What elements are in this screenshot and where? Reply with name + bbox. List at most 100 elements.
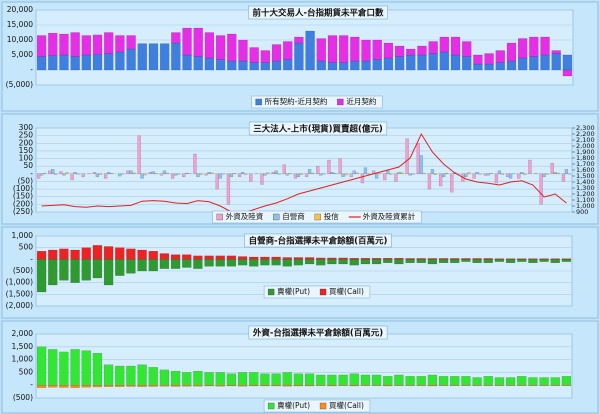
bar <box>461 385 471 386</box>
legend-box <box>263 399 371 413</box>
bar <box>383 42 394 59</box>
bar <box>92 353 103 386</box>
y-tick-label: 150 <box>19 146 34 155</box>
bar <box>441 173 446 178</box>
bar <box>36 35 47 57</box>
bar <box>204 385 214 387</box>
bar <box>461 259 471 262</box>
bar <box>439 36 449 53</box>
bar <box>304 373 315 386</box>
bar <box>494 259 505 262</box>
bar <box>137 364 147 386</box>
bar <box>349 373 359 386</box>
bar <box>98 173 103 175</box>
bar <box>472 258 482 260</box>
bar <box>416 143 420 174</box>
bar <box>517 259 527 262</box>
bar <box>115 259 125 276</box>
bar <box>438 376 449 386</box>
bar <box>70 349 80 386</box>
bar <box>438 258 449 260</box>
bar <box>215 255 225 260</box>
bar <box>450 385 460 386</box>
bar <box>170 173 175 179</box>
bar <box>81 385 91 388</box>
y-tick-label: 2,000 <box>12 329 34 338</box>
bar <box>528 385 538 386</box>
bar <box>484 53 494 65</box>
bar <box>226 385 237 387</box>
bar <box>283 41 293 60</box>
bar <box>137 249 147 260</box>
bar <box>260 256 270 260</box>
bar <box>271 60 282 71</box>
bar <box>115 365 125 386</box>
bar <box>237 385 248 387</box>
bar <box>36 259 47 293</box>
bar <box>182 254 192 260</box>
bar <box>193 259 203 269</box>
bar <box>316 166 320 174</box>
legend-swatch <box>267 402 275 410</box>
bar <box>271 373 281 386</box>
bar <box>405 376 415 386</box>
bar <box>70 249 80 260</box>
bar <box>486 173 490 176</box>
legend-label: 自營商 <box>282 211 305 221</box>
bar <box>170 254 181 260</box>
bar <box>551 53 561 71</box>
bar <box>59 54 69 71</box>
bar <box>95 173 100 178</box>
y2-tick-label: 1,000 <box>576 202 595 210</box>
bar <box>518 57 528 71</box>
bar <box>374 173 379 179</box>
bar <box>271 385 281 387</box>
bar <box>539 258 549 260</box>
bar <box>294 36 304 44</box>
y2-tick-label: 1,800 <box>576 154 595 162</box>
bar <box>349 258 359 260</box>
bar <box>271 172 275 174</box>
legend-swatch <box>319 402 327 410</box>
bar <box>92 259 103 279</box>
bar <box>505 385 516 386</box>
bar <box>383 376 393 386</box>
bar <box>103 259 114 286</box>
bar <box>517 385 527 386</box>
bar <box>193 385 203 387</box>
bar <box>65 172 69 174</box>
bar <box>293 173 298 179</box>
bar <box>333 173 337 174</box>
bar <box>450 258 460 260</box>
bar <box>316 374 326 386</box>
bar <box>260 62 270 71</box>
bar <box>316 60 326 71</box>
bar <box>48 349 58 386</box>
y-tick-label: 1,000 <box>12 355 34 364</box>
bar <box>483 259 493 263</box>
bar <box>48 32 58 56</box>
bar <box>215 59 226 71</box>
bar <box>271 259 281 266</box>
bar <box>561 173 566 182</box>
bar <box>371 259 382 265</box>
bar <box>360 259 371 265</box>
bar <box>137 259 147 272</box>
bar <box>115 51 125 71</box>
bar <box>182 372 192 386</box>
bar <box>104 32 114 54</box>
bar <box>70 32 80 57</box>
bar <box>249 259 259 267</box>
bar <box>59 171 63 174</box>
legend-label: 所有契約-近月契約 <box>265 96 328 106</box>
bar <box>42 172 47 174</box>
bar <box>240 172 245 174</box>
y-tick-label: (500) <box>13 266 33 275</box>
bar <box>193 27 203 57</box>
y2-tick-label: 2,100 <box>576 136 595 144</box>
bar <box>218 173 222 179</box>
bar <box>237 259 248 266</box>
bar <box>293 373 304 386</box>
